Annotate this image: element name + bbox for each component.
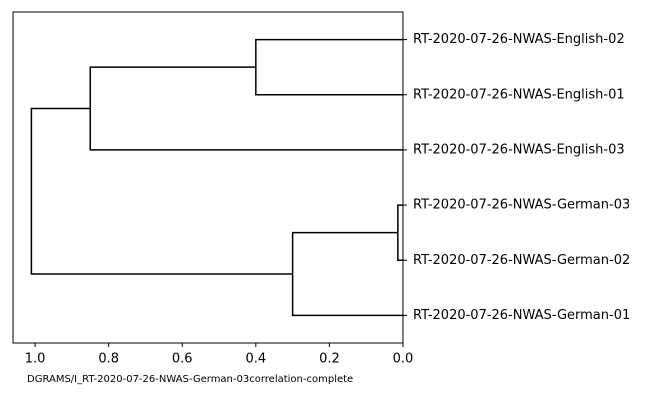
- leaf-label: RT-2020-07-26-NWAS-English-01: [413, 87, 625, 102]
- x-tick-label: 0.4: [245, 352, 266, 367]
- x-tick-label: 0.8: [98, 352, 119, 367]
- x-axis-label: DGRAMS/I_RT-2020-07-26-NWAS-German-03cor…: [27, 374, 353, 385]
- leaf-label: RT-2020-07-26-NWAS-German-03: [413, 198, 630, 213]
- link: [291, 231, 403, 317]
- leaf-label: RT-2020-07-26-NWAS-English-03: [413, 142, 625, 157]
- plot-frame: [12, 11, 404, 344]
- x-tick-label: 0.6: [172, 352, 193, 367]
- leaf-label: RT-2020-07-26-NWAS-German-02: [413, 253, 630, 268]
- link: [255, 38, 403, 96]
- leaf-label: RT-2020-07-26-NWAS-English-02: [413, 32, 625, 47]
- link: [30, 107, 293, 275]
- x-tick-label: 0.2: [319, 352, 340, 367]
- link: [397, 204, 403, 261]
- x-tick-label: 1.0: [25, 352, 46, 367]
- link: [89, 66, 403, 151]
- leaf-label: RT-2020-07-26-NWAS-German-01: [413, 308, 630, 323]
- x-tick-label: 0.0: [393, 352, 414, 367]
